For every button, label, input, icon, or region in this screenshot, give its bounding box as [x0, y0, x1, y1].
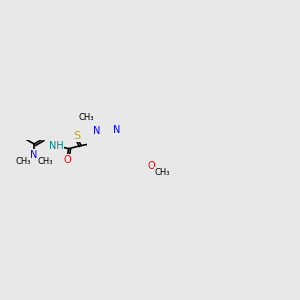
Text: O: O: [63, 154, 71, 165]
Text: NH: NH: [49, 141, 63, 151]
Text: N: N: [30, 150, 38, 160]
Text: S: S: [73, 131, 80, 141]
Text: CH₃: CH₃: [78, 113, 94, 122]
Text: CH₃: CH₃: [15, 157, 31, 166]
Text: N: N: [113, 125, 121, 135]
Text: CH₃: CH₃: [37, 157, 53, 166]
Text: CH₃: CH₃: [155, 168, 170, 177]
Text: O: O: [148, 161, 155, 171]
Text: N: N: [93, 127, 100, 136]
